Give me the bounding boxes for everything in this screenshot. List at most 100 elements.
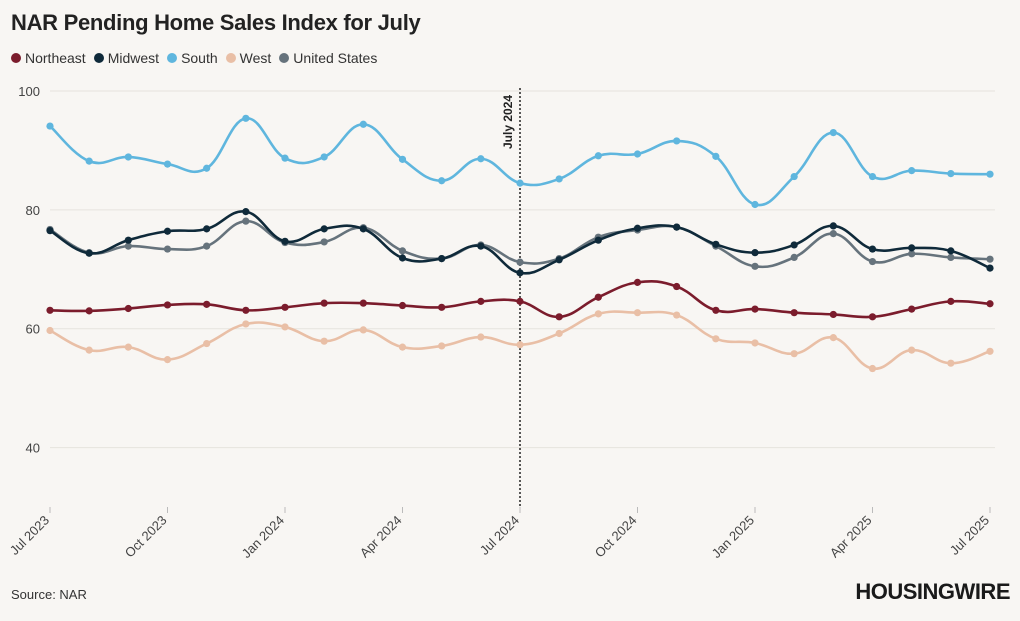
data-point-west	[124, 343, 132, 351]
data-point-midwest	[673, 223, 681, 231]
data-point-midwest	[124, 236, 132, 244]
data-point-midwest	[242, 208, 250, 216]
data-point-south	[712, 152, 720, 160]
data-point-west	[868, 364, 877, 373]
legend-label-northeast: Northeast	[25, 50, 86, 66]
y-tick-label: 60	[26, 322, 40, 337]
data-point-south	[359, 120, 367, 128]
data-point-midwest	[359, 225, 367, 233]
data-point-northeast	[829, 310, 837, 319]
data-point-northeast	[46, 306, 54, 314]
data-point-northeast	[712, 306, 720, 314]
legend-item-northeast[interactable]: Northeast	[11, 50, 86, 66]
data-point-midwest	[829, 222, 837, 230]
x-tick-label: Jul 2025	[947, 513, 992, 558]
data-point-united-states	[947, 253, 955, 261]
data-point-south	[947, 170, 955, 178]
data-point-west	[85, 346, 93, 354]
data-point-northeast	[790, 309, 798, 317]
data-point-midwest	[908, 244, 916, 252]
data-point-united-states	[829, 230, 837, 238]
data-point-south	[986, 170, 994, 178]
data-point-northeast	[281, 303, 289, 311]
data-point-midwest	[516, 269, 524, 277]
legend-label-midwest: Midwest	[107, 50, 160, 66]
data-point-united-states	[203, 242, 211, 250]
data-point-south	[673, 137, 681, 145]
legend-item-west[interactable]: West	[225, 50, 272, 66]
data-point-south	[868, 172, 877, 181]
legend-swatch-united-states	[279, 53, 290, 63]
legend-label-west: West	[239, 50, 272, 66]
legend-item-united-states[interactable]: United States	[279, 50, 377, 66]
x-tick-label: Apr 2024	[357, 513, 405, 561]
data-point-west	[986, 347, 994, 355]
data-point-midwest	[555, 256, 563, 264]
data-point-south	[477, 155, 485, 163]
data-point-west	[829, 334, 837, 342]
data-point-west	[908, 346, 916, 354]
x-tick-label: Jul 2023	[7, 513, 52, 558]
data-point-south	[203, 164, 211, 172]
data-point-west	[438, 342, 446, 350]
data-point-south	[438, 177, 446, 185]
data-point-midwest	[751, 249, 759, 257]
data-point-south	[633, 150, 642, 158]
chart-title: NAR Pending Home Sales Index for July	[11, 10, 421, 35]
data-point-midwest	[398, 254, 407, 262]
data-point-west	[359, 326, 367, 334]
data-point-west	[398, 343, 407, 351]
data-point-united-states	[868, 257, 877, 266]
legend-swatch-northeast	[11, 53, 21, 63]
data-point-west	[594, 310, 602, 318]
data-point-northeast	[163, 301, 172, 309]
data-point-midwest	[438, 254, 446, 263]
data-point-united-states	[242, 217, 250, 225]
data-point-northeast	[359, 299, 367, 307]
x-tick-label: Oct 2023	[122, 513, 170, 561]
data-point-south	[594, 152, 602, 160]
data-point-west	[712, 335, 720, 343]
data-point-west	[477, 333, 485, 341]
data-point-united-states	[124, 242, 132, 250]
data-point-northeast	[908, 305, 916, 313]
data-point-west	[281, 323, 289, 331]
housingwire-logo: HOUSINGWIRE	[855, 579, 1010, 604]
data-point-west	[555, 329, 563, 338]
data-point-midwest	[46, 227, 54, 235]
data-point-south	[398, 155, 407, 163]
data-point-west	[790, 350, 798, 358]
data-point-northeast	[986, 300, 994, 308]
data-point-northeast	[751, 305, 759, 313]
data-point-west	[163, 356, 172, 364]
source-note: Source: NAR	[11, 587, 87, 602]
data-point-west	[242, 320, 250, 328]
data-point-united-states	[790, 253, 798, 261]
y-tick-label: 80	[26, 203, 40, 218]
data-point-united-states	[516, 258, 524, 266]
data-point-midwest	[986, 264, 994, 272]
data-point-west	[46, 326, 54, 335]
legend-swatch-west	[225, 53, 236, 63]
x-tick-label: Oct 2024	[592, 513, 640, 561]
data-point-northeast	[477, 297, 485, 305]
legend-item-south[interactable]: South	[167, 50, 218, 66]
data-point-midwest	[712, 240, 720, 248]
data-point-south	[829, 129, 837, 137]
data-point-united-states	[163, 245, 172, 253]
data-point-midwest	[947, 247, 955, 255]
data-point-united-states	[751, 262, 759, 270]
data-point-midwest	[790, 241, 798, 249]
data-point-northeast	[203, 300, 211, 308]
data-point-west	[947, 359, 955, 367]
legend: Northeast Midwest South West United Stat…	[11, 50, 377, 66]
data-point-south	[908, 167, 916, 175]
data-point-northeast	[85, 307, 93, 315]
data-point-south	[751, 200, 759, 209]
legend-item-midwest[interactable]: Midwest	[93, 50, 160, 66]
data-point-midwest	[868, 245, 877, 253]
data-point-midwest	[85, 249, 93, 257]
data-point-northeast	[124, 304, 132, 313]
annotation-label: July 2024	[501, 95, 515, 149]
y-tick-label: 40	[26, 441, 40, 456]
